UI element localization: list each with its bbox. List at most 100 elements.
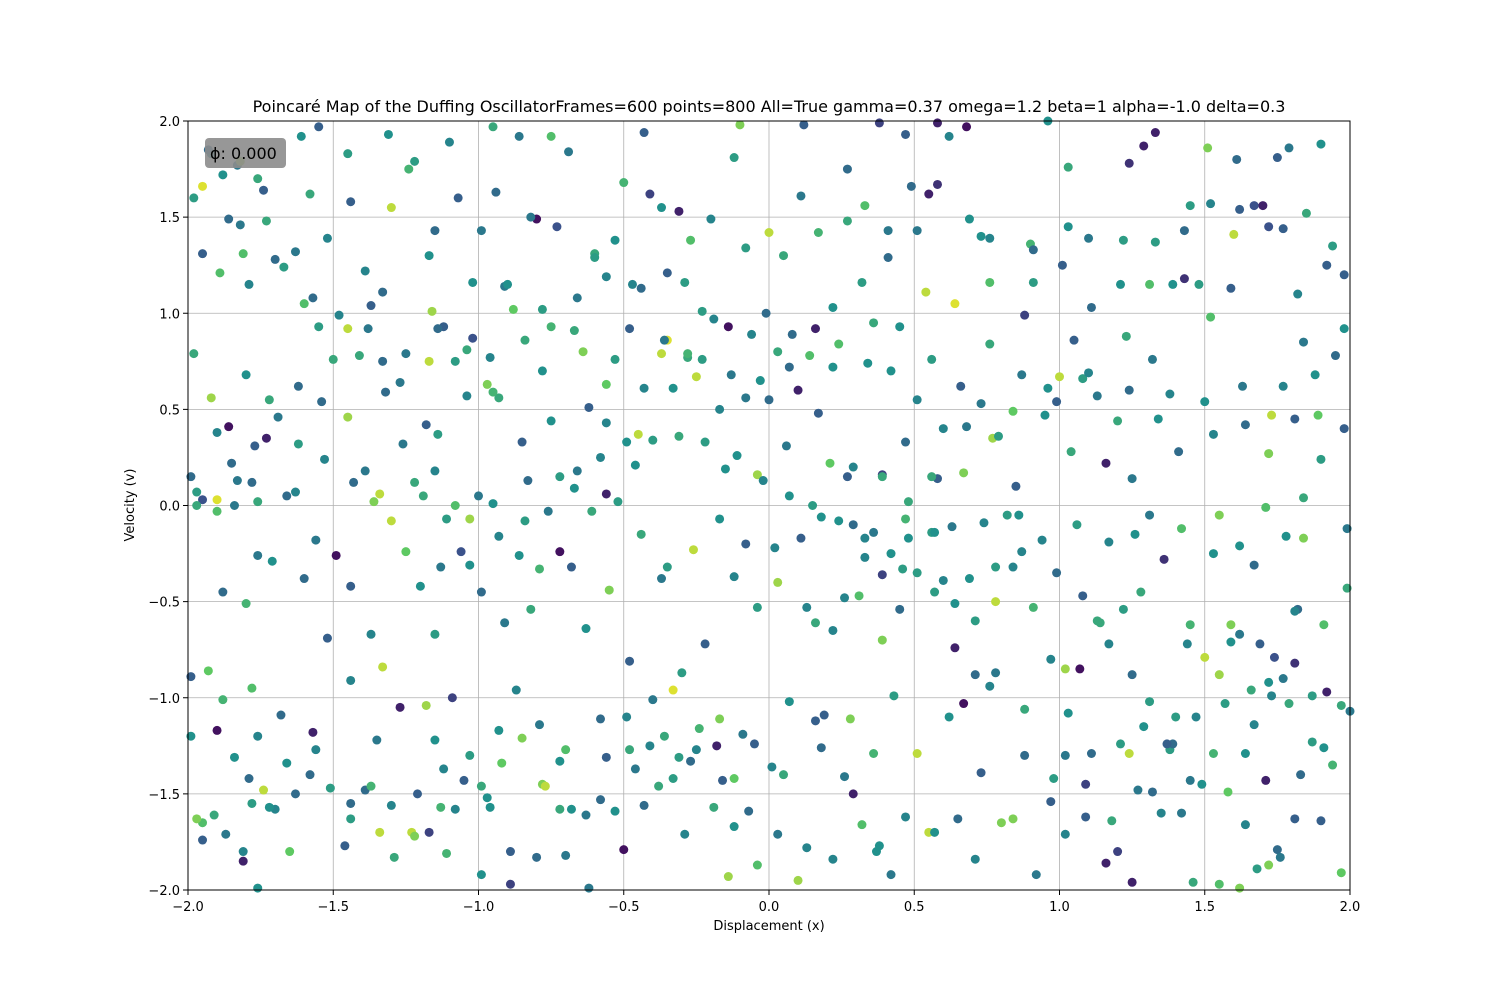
- data-point: [1017, 547, 1027, 557]
- data-point: [1278, 224, 1288, 234]
- data-point: [633, 429, 643, 439]
- data-point: [378, 287, 388, 297]
- data-point: [410, 477, 420, 487]
- data-point: [511, 685, 521, 695]
- data-point: [546, 416, 556, 426]
- data-point: [308, 293, 318, 303]
- data-point: [198, 495, 208, 505]
- data-point: [566, 562, 576, 572]
- data-point: [250, 441, 260, 451]
- data-point: [1113, 416, 1123, 426]
- data-point: [555, 547, 565, 557]
- data-point: [412, 789, 422, 799]
- data-point: [1020, 310, 1030, 320]
- axis-ticks: −2.0 −1.5 −1.0 −0.5 0.0 0.5 1.0 1.5 2.0 −2.0 −1.5 −…: [148, 115, 1360, 915]
- data-point: [930, 827, 940, 837]
- data-point: [227, 458, 237, 468]
- data-point: [1255, 639, 1265, 649]
- data-point: [976, 231, 986, 241]
- data-point: [500, 618, 510, 628]
- data-point: [741, 539, 751, 549]
- data-point: [1307, 737, 1317, 747]
- data-point: [447, 693, 457, 703]
- data-point: [346, 581, 356, 591]
- data-point: [901, 514, 911, 524]
- data-point: [828, 625, 838, 635]
- data-point: [311, 535, 321, 545]
- data-point: [555, 472, 565, 482]
- data-point: [700, 437, 710, 447]
- data-point: [1328, 760, 1338, 770]
- data-point: [444, 137, 454, 147]
- data-point: [253, 883, 263, 893]
- data-point: [848, 462, 858, 472]
- data-point: [816, 743, 826, 753]
- data-point: [564, 147, 574, 157]
- data-point: [1136, 587, 1146, 597]
- data-point: [985, 277, 995, 287]
- data-point: [293, 439, 303, 449]
- data-point: [755, 376, 765, 386]
- data-point: [1284, 143, 1294, 153]
- data-point: [311, 745, 321, 755]
- y-axis-label: Velocity (v): [123, 469, 138, 542]
- data-point: [877, 472, 887, 482]
- data-point: [1339, 270, 1349, 280]
- data-point: [1040, 410, 1050, 420]
- data-point: [1145, 279, 1155, 289]
- data-point: [343, 149, 353, 159]
- data-point: [424, 827, 434, 837]
- data-point: [1153, 414, 1163, 424]
- data-point: [659, 335, 669, 345]
- data-point: [886, 366, 896, 376]
- data-point: [845, 714, 855, 724]
- data-point: [535, 720, 545, 730]
- data-point: [924, 189, 934, 199]
- data-point: [901, 437, 911, 447]
- data-point: [552, 222, 562, 232]
- data-point: [993, 431, 1003, 441]
- data-point: [378, 662, 388, 672]
- data-point: [1020, 704, 1030, 714]
- data-point: [590, 252, 600, 262]
- data-point: [343, 412, 353, 422]
- data-point: [889, 691, 899, 701]
- data-point: [953, 814, 963, 824]
- data-point: [285, 847, 295, 857]
- data-point: [270, 254, 280, 264]
- data-point: [1028, 245, 1038, 255]
- data-point: [1133, 785, 1143, 795]
- data-point: [198, 181, 208, 191]
- data-point: [386, 516, 396, 526]
- y-tick-label: −1.0: [148, 692, 180, 707]
- x-tick-label: −0.5: [608, 900, 640, 915]
- data-point: [1179, 274, 1189, 284]
- data-point: [1124, 749, 1134, 759]
- data-point: [465, 514, 475, 524]
- data-point: [1290, 814, 1300, 824]
- data-point: [1223, 787, 1233, 797]
- data-point: [805, 351, 815, 361]
- data-point: [1284, 699, 1294, 709]
- data-point: [729, 773, 739, 783]
- data-point: [596, 795, 606, 805]
- data-point: [314, 322, 324, 332]
- data-point: [1235, 204, 1245, 214]
- data-point: [1174, 447, 1184, 457]
- data-point: [1238, 381, 1248, 391]
- data-point: [1299, 493, 1309, 503]
- data-point: [848, 789, 858, 799]
- data-point: [930, 527, 940, 537]
- data-point: [613, 497, 623, 507]
- data-point: [1081, 812, 1091, 822]
- y-tick-label: −0.5: [148, 596, 180, 611]
- data-point: [706, 214, 716, 224]
- data-point: [1200, 652, 1210, 662]
- data-point: [732, 451, 742, 461]
- chart-title: Poincaré Map of the Duffing OscillatorFr…: [253, 97, 1286, 116]
- data-point: [241, 370, 251, 380]
- data-point: [686, 235, 696, 245]
- data-point: [1078, 374, 1088, 384]
- data-point: [1060, 664, 1070, 674]
- data-point: [857, 820, 867, 830]
